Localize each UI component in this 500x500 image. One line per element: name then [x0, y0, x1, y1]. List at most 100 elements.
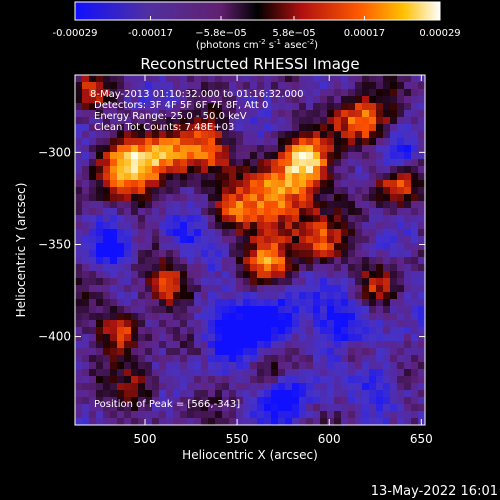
heatmap-cell — [299, 369, 307, 377]
heatmap-cell — [194, 383, 202, 391]
heatmap-cell — [89, 173, 97, 181]
heatmap-cell — [285, 124, 293, 132]
heatmap-cell — [229, 383, 237, 391]
heatmap-cell — [159, 152, 167, 160]
heatmap-cell — [313, 152, 321, 160]
heatmap-cell — [383, 362, 391, 370]
heatmap-cell — [145, 124, 153, 132]
heatmap-cell — [75, 75, 83, 83]
heatmap-cell — [201, 327, 209, 335]
heatmap-cell — [152, 313, 160, 321]
heatmap-cell — [327, 166, 335, 174]
heatmap-cell — [334, 152, 342, 160]
heatmap-cell — [355, 82, 363, 90]
heatmap-cell — [411, 124, 419, 132]
heatmap-cell — [285, 131, 293, 139]
heatmap-cell — [229, 173, 237, 181]
heatmap-cell — [96, 243, 104, 251]
heatmap-cell — [145, 362, 153, 370]
heatmap-cell — [82, 194, 90, 202]
heatmap-cell — [341, 201, 349, 209]
heatmap-cell — [334, 229, 342, 237]
heatmap-cell — [208, 187, 216, 195]
heatmap-cell — [397, 278, 405, 286]
heatmap-cell — [243, 418, 251, 426]
heatmap-cell — [397, 250, 405, 258]
heatmap-cell — [173, 215, 181, 223]
heatmap-cell — [152, 341, 160, 349]
heatmap-cell — [82, 138, 90, 146]
heatmap-cell — [75, 215, 83, 223]
heatmap-cell — [138, 257, 146, 265]
peak-position-label: Position of Peak = [566,-343] — [94, 399, 240, 410]
heatmap-cell — [96, 89, 104, 97]
heatmap-cell — [201, 313, 209, 321]
heatmap-cell — [264, 103, 272, 111]
heatmap-cell — [75, 229, 83, 237]
heatmap-cell — [159, 187, 167, 195]
heatmap-cell — [250, 145, 258, 153]
heatmap-cell — [355, 166, 363, 174]
heatmap-cell — [278, 257, 286, 265]
heatmap-cell — [117, 75, 125, 83]
heatmap-cell — [124, 138, 132, 146]
heatmap-cell — [418, 201, 426, 209]
heatmap-cell — [152, 187, 160, 195]
heatmap-cell — [271, 278, 279, 286]
heatmap-cell — [362, 229, 370, 237]
heatmap-cell — [285, 138, 293, 146]
heatmap-cell — [187, 390, 195, 398]
heatmap-cell — [285, 96, 293, 104]
heatmap-cell — [271, 236, 279, 244]
annotation-line-3: Energy Range: 25.0 - 50.0 keV — [94, 111, 247, 122]
heatmap-cell — [166, 89, 174, 97]
heatmap-cell — [362, 152, 370, 160]
heatmap-cell — [201, 292, 209, 300]
heatmap-cell — [236, 327, 244, 335]
heatmap-cell — [229, 292, 237, 300]
heatmap-cell — [159, 390, 167, 398]
heatmap-cell — [397, 131, 405, 139]
heatmap-cell — [404, 145, 412, 153]
heatmap-cell — [418, 229, 426, 237]
colorbar-tick-label: -0.00029 — [53, 28, 98, 39]
heatmap-cell — [278, 320, 286, 328]
heatmap-cell — [285, 145, 293, 153]
heatmap-cell — [369, 285, 377, 293]
heatmap-cell — [159, 306, 167, 314]
heatmap-cell — [166, 138, 174, 146]
heatmap-cell — [236, 292, 244, 300]
heatmap-cell — [131, 404, 139, 412]
heatmap-cell — [418, 264, 426, 272]
heatmap-cell — [75, 194, 83, 202]
heatmap-cell — [376, 355, 384, 363]
heatmap-cell — [313, 180, 321, 188]
heatmap-cell — [362, 131, 370, 139]
heatmap-cell — [369, 152, 377, 160]
heatmap-cell — [383, 180, 391, 188]
heatmap-cell — [306, 411, 314, 419]
heatmap-cell — [292, 229, 300, 237]
heatmap-cell — [376, 208, 384, 216]
heatmap-cell — [110, 110, 118, 118]
heatmap-cell — [208, 369, 216, 377]
heatmap-cell — [418, 131, 426, 139]
heatmap-cell — [404, 96, 412, 104]
heatmap-cell — [187, 404, 195, 412]
heatmap-cell — [159, 131, 167, 139]
heatmap-cell — [215, 187, 223, 195]
heatmap-cell — [362, 362, 370, 370]
heatmap-cell — [229, 152, 237, 160]
heatmap-cell — [166, 103, 174, 111]
heatmap-cell — [159, 124, 167, 132]
heatmap-cell — [166, 166, 174, 174]
heatmap-cell — [110, 159, 118, 167]
heatmap-cell — [278, 355, 286, 363]
heatmap-cell — [229, 327, 237, 335]
heatmap-cell — [229, 411, 237, 419]
colorbar-gradient — [74, 1, 441, 21]
heatmap-cell — [243, 397, 251, 405]
heatmap-cell — [124, 369, 132, 377]
heatmap-cell — [152, 138, 160, 146]
heatmap-cell — [131, 257, 139, 265]
